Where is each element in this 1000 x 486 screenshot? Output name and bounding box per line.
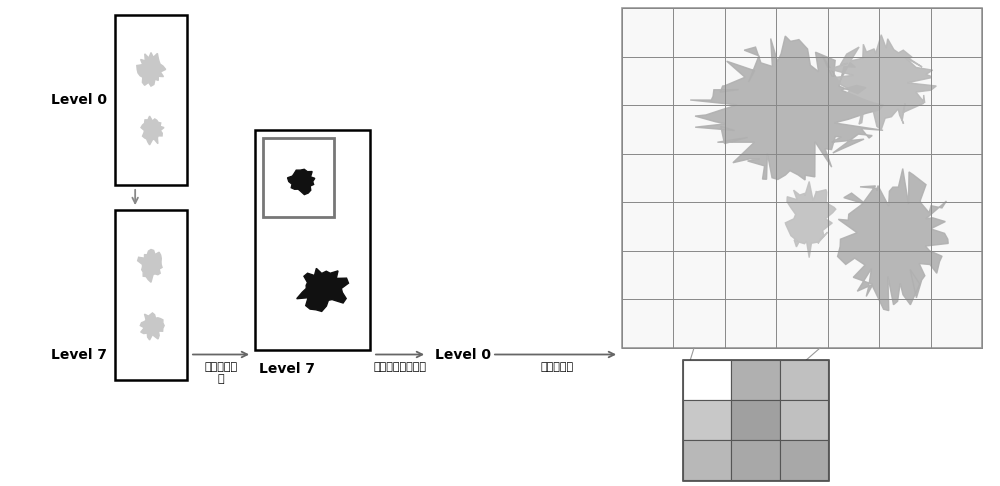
Polygon shape (288, 169, 315, 194)
Bar (731, 400, 780, 440)
Bar (263, 138, 334, 217)
Bar (731, 440, 780, 480)
Polygon shape (785, 181, 836, 258)
Text: 取得组织边缘区域: 取得组织边缘区域 (374, 363, 426, 372)
Text: Level 7: Level 7 (259, 362, 315, 376)
Bar (780, 400, 828, 440)
Bar (115, 15, 187, 185)
Polygon shape (137, 52, 166, 86)
Text: Level 0: Level 0 (435, 347, 491, 362)
Text: 大津阀値分
割: 大津阀値分 割 (204, 363, 238, 384)
Bar (731, 360, 780, 400)
Polygon shape (138, 249, 162, 282)
Bar (255, 130, 370, 350)
Polygon shape (838, 169, 948, 311)
Bar (683, 400, 731, 440)
Polygon shape (297, 268, 349, 312)
Polygon shape (827, 35, 936, 130)
Bar (683, 440, 731, 480)
Bar (115, 210, 187, 380)
Text: Level 7: Level 7 (51, 347, 107, 362)
Polygon shape (140, 313, 164, 340)
Text: Level 0: Level 0 (51, 93, 107, 107)
Text: 切分为切块: 切分为切块 (540, 363, 574, 372)
Bar (683, 360, 828, 480)
Bar (622, 8, 982, 348)
Bar (780, 360, 828, 400)
Polygon shape (141, 116, 164, 145)
Bar (683, 360, 731, 400)
Polygon shape (690, 36, 883, 180)
Bar (780, 440, 828, 480)
